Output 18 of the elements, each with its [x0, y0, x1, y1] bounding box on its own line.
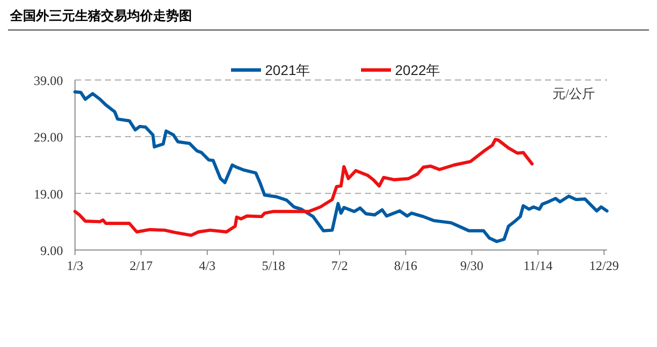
legend-label: 2022年	[395, 62, 440, 78]
x-tick-label: 12/29	[589, 258, 619, 273]
x-tick-label: 2/17	[130, 258, 154, 273]
y-tick-label: 39.00	[34, 73, 63, 88]
annotation: 元/公斤	[552, 86, 595, 101]
legend-label: 2021年	[265, 62, 310, 78]
x-tick-label: 1/3	[66, 258, 84, 273]
line-series	[73, 138, 534, 237]
x-tick-label: 11/14	[523, 258, 553, 273]
x-tick-label: 9/30	[460, 258, 484, 273]
chart-title: 全国外三元生猪交易均价走势图	[9, 8, 192, 23]
y-tick-label: 9.00	[40, 243, 63, 258]
y-tick-label: 19.00	[34, 186, 63, 202]
x-tick-label: 8/16	[394, 258, 418, 273]
y-tick-label: 29.00	[34, 130, 63, 145]
x-tick-label: 7/2	[331, 258, 348, 273]
x-tick-label: 5/18	[262, 258, 285, 273]
x-tick-label: 4/3	[198, 258, 216, 273]
